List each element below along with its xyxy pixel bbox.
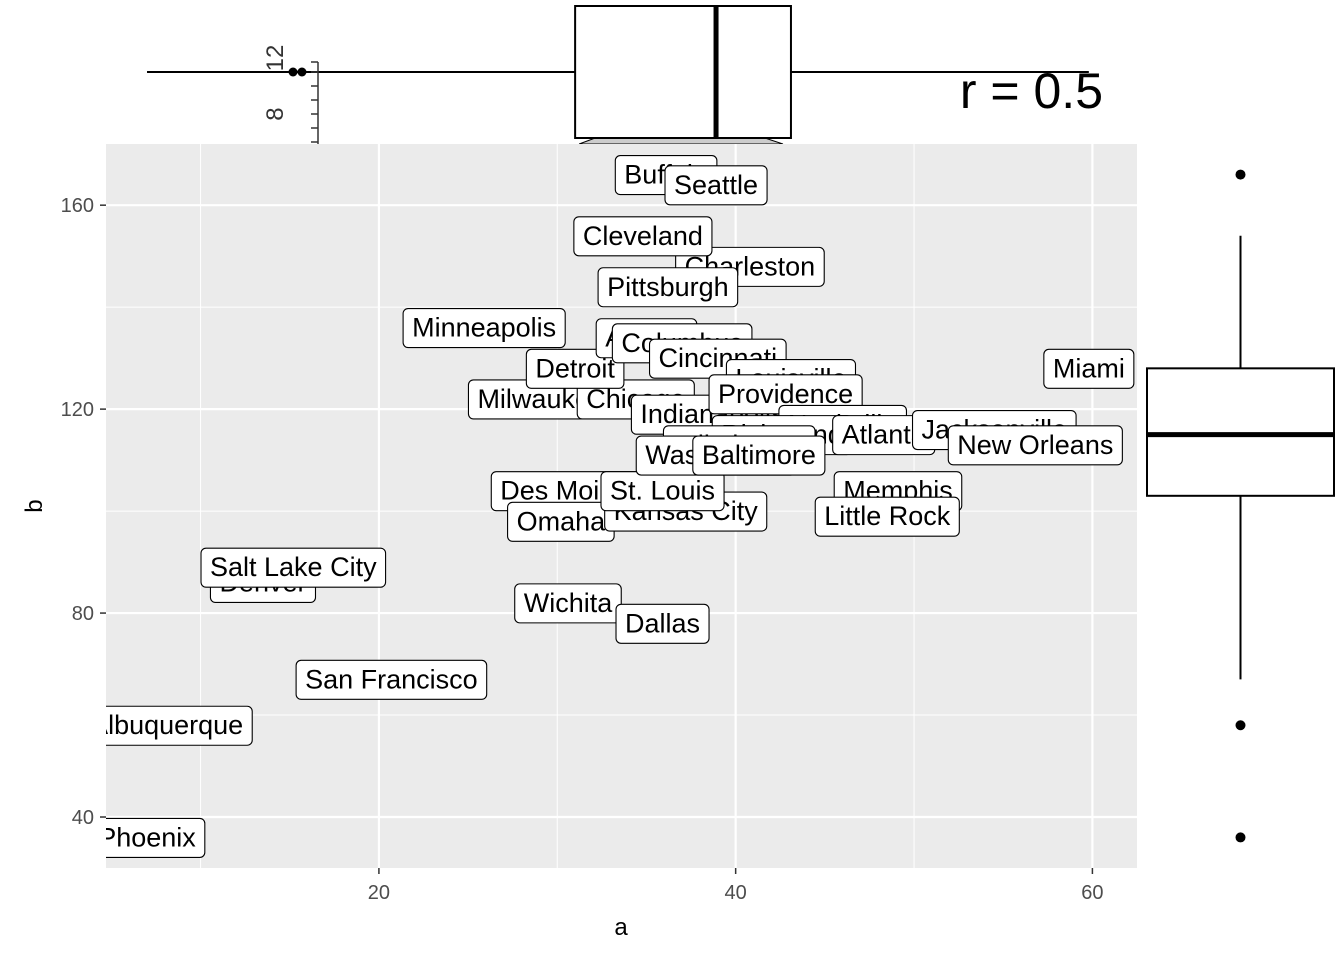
x-tick-label: 20 <box>368 882 390 904</box>
city-label-text: Detroit <box>535 353 615 383</box>
city-label-text: Providence <box>718 379 853 409</box>
city-label-box <box>615 603 710 644</box>
city-label: Baltimore <box>692 435 826 476</box>
city-label-box <box>402 307 566 349</box>
city-label-box <box>814 496 960 537</box>
city-label: Miami <box>1043 348 1135 389</box>
city-label-box <box>200 547 387 588</box>
city-label-text: Pittsburgh <box>607 272 729 302</box>
city-label: Seattle <box>664 165 768 206</box>
city-label-box <box>1043 348 1135 389</box>
outlier-point <box>1235 832 1246 843</box>
x-axis-title: a <box>614 914 628 941</box>
city-label: Little Rock <box>814 496 960 537</box>
y-tick-label: 160 <box>61 195 94 217</box>
city-label-text: Dallas <box>625 608 700 638</box>
city-label-box <box>514 583 622 624</box>
city-label-box <box>525 348 625 389</box>
city-labels: PhoenixAlbuquerqueDenverSalt Lake CitySa… <box>90 155 1135 858</box>
city-label: San Francisco <box>295 659 488 700</box>
city-label: Providence <box>708 374 863 415</box>
y-tick-label: 80 <box>72 603 94 625</box>
city-label-box <box>664 165 768 206</box>
city-label-text: Phoenix <box>98 822 196 852</box>
city-label-box <box>597 267 739 308</box>
axes: 20 40 60 40 80 120 160 <box>61 195 1104 904</box>
x-tick-label: 40 <box>725 882 747 904</box>
city-label: Wichita <box>514 583 622 624</box>
city-label: Albuquerque <box>90 705 253 746</box>
city-label: Pittsburgh <box>597 267 739 308</box>
city-label: New Orleans <box>947 425 1123 466</box>
city-label: Cleveland <box>573 216 713 257</box>
city-label-box <box>106 705 253 746</box>
city-label-text: San Francisco <box>305 664 478 694</box>
y-tick-label: 120 <box>61 399 94 421</box>
grid-lines <box>106 144 1137 868</box>
x-tick-label: 60 <box>1081 882 1103 904</box>
city-label: Detroit <box>525 348 625 389</box>
right-marginal-boxplot <box>1146 169 1335 843</box>
box <box>1146 367 1335 497</box>
top-axis-tick-label: 12 <box>262 45 289 72</box>
city-label: Salt Lake City <box>200 547 387 588</box>
city-label-text: Little Rock <box>824 501 951 531</box>
outlier-point <box>1235 169 1246 180</box>
city-label: Dallas <box>615 603 710 644</box>
city-label: Omaha <box>507 501 615 542</box>
outlier-point <box>1235 720 1246 731</box>
top-marginal-panel: 8 12 <box>147 5 1089 145</box>
city-label-box <box>295 659 488 700</box>
city-label-text: Cleveland <box>583 221 703 251</box>
city-label-text: Seattle <box>674 170 758 200</box>
city-label-box <box>106 817 206 858</box>
city-label-text: Salt Lake City <box>210 552 377 582</box>
city-label-text: Miami <box>1053 353 1125 383</box>
city-label: St. Louis <box>600 471 725 512</box>
city-label-text: St. Louis <box>610 476 715 506</box>
top-axis-tick-label: 8 <box>262 107 289 120</box>
city-label: Minneapolis <box>402 307 566 349</box>
y-axis-title: b <box>21 499 48 512</box>
city-label: Phoenix <box>98 817 206 858</box>
city-label-text: Albuquerque <box>90 710 243 740</box>
city-label-text: Wichita <box>524 588 613 618</box>
city-label-text: New Orleans <box>957 430 1113 460</box>
city-label-text: Baltimore <box>702 440 816 470</box>
outlier-point <box>288 67 298 77</box>
city-label-text: Omaha <box>517 506 607 536</box>
box <box>574 5 792 139</box>
city-label-text: Minneapolis <box>412 313 556 343</box>
city-label-box <box>692 435 826 476</box>
city-label-box <box>947 425 1123 466</box>
city-label-box <box>573 216 713 257</box>
correlation-label: r = 0.5 <box>960 63 1103 119</box>
y-tick-label: 40 <box>72 807 94 829</box>
outlier-point <box>297 67 307 77</box>
